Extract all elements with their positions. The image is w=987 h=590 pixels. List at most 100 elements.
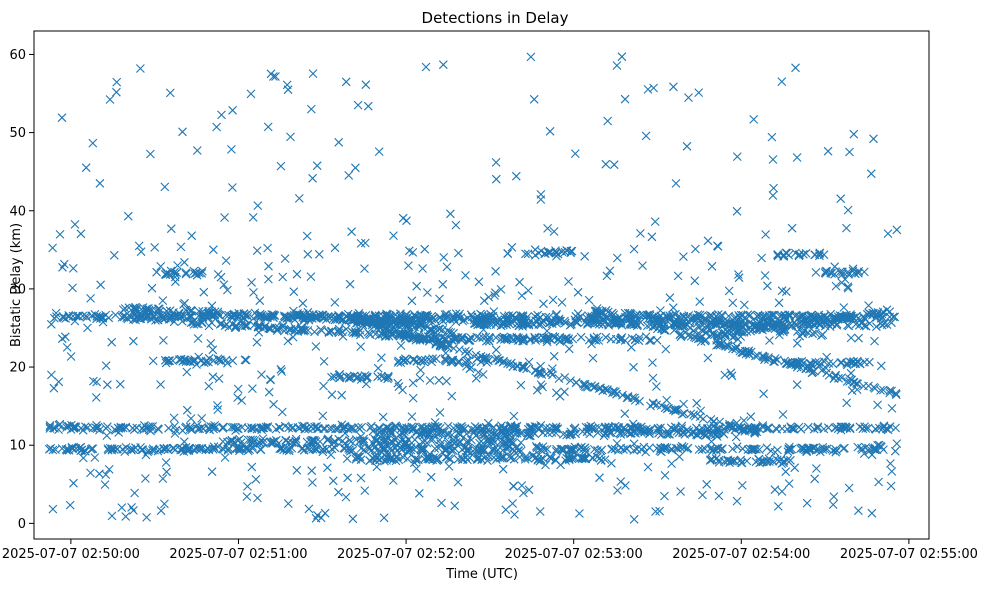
detection-point: [103, 380, 112, 390]
detection-point: [837, 373, 847, 383]
x-tick-label: 2025-07-07 02:50:00: [2, 547, 140, 562]
detection-point: [216, 319, 225, 329]
detection-point: [204, 357, 213, 367]
detection-point: [612, 439, 622, 448]
detection-point: [223, 445, 233, 454]
detection-point: [48, 504, 58, 514]
detection-point: [277, 367, 287, 376]
detection-point: [467, 435, 476, 445]
detection-point: [728, 444, 737, 454]
detection-point: [292, 465, 302, 475]
detection-point: [774, 298, 784, 308]
detection-point: [544, 318, 554, 328]
detection-point: [463, 313, 473, 323]
detection-point: [417, 314, 427, 324]
detection-point: [186, 414, 196, 423]
detection-point: [393, 378, 403, 388]
detection-point: [660, 444, 669, 453]
detection-point: [197, 423, 207, 432]
detection-point: [794, 422, 804, 432]
detection-point: [516, 380, 526, 390]
detection-point: [660, 471, 670, 480]
detection-point: [389, 231, 398, 240]
detection-point: [463, 436, 473, 445]
detection-point: [375, 455, 385, 465]
detection-point: [718, 331, 727, 341]
detection-point: [361, 80, 371, 90]
detection-point: [88, 138, 98, 148]
detection-point: [731, 344, 741, 354]
detection-point: [178, 127, 187, 137]
detection-point: [249, 423, 259, 433]
detection-point: [288, 332, 298, 342]
detection-point: [350, 327, 360, 336]
detection-point: [327, 312, 336, 322]
detection-point: [645, 336, 654, 345]
detection-point: [412, 426, 422, 436]
detection-point: [266, 324, 276, 334]
detection-point: [242, 321, 252, 331]
detection-point: [367, 320, 377, 330]
detection-point: [629, 244, 639, 254]
detection-point: [859, 321, 869, 330]
detection-point: [426, 435, 435, 444]
detection-point: [785, 445, 795, 455]
detection-point: [194, 352, 204, 362]
detection-point: [867, 310, 877, 320]
detection-point: [739, 327, 749, 337]
detection-point: [448, 355, 458, 365]
detection-point: [158, 474, 168, 483]
detection-point: [552, 444, 561, 454]
detection-point: [831, 447, 841, 457]
detection-point: [811, 328, 820, 338]
detection-point: [696, 337, 706, 346]
chart-title: Detections in Delay: [422, 9, 569, 27]
detection-point: [92, 377, 102, 387]
detection-point: [509, 446, 519, 456]
detection-point: [549, 351, 559, 361]
detection-point: [702, 479, 712, 489]
detection-point: [438, 279, 448, 289]
detection-point: [852, 312, 861, 321]
detection-point: [286, 132, 295, 142]
detection-point: [526, 52, 536, 62]
detection-point: [121, 443, 131, 452]
detection-point: [416, 365, 425, 375]
detection-point: [565, 430, 575, 440]
detection-point: [80, 446, 90, 455]
detection-point: [643, 85, 653, 94]
detection-point: [739, 416, 749, 425]
detection-point: [641, 131, 651, 141]
detection-point: [400, 334, 410, 343]
detection-point: [207, 467, 217, 477]
detection-point: [566, 427, 576, 437]
detection-point: [282, 80, 292, 90]
detection-point: [302, 231, 312, 241]
detection-point: [316, 325, 326, 334]
detection-point: [526, 335, 536, 344]
detection-point: [334, 324, 344, 334]
detection-point: [438, 428, 448, 438]
detection-point: [792, 153, 802, 162]
detection-point: [228, 356, 238, 366]
detection-point: [360, 264, 369, 273]
detection-point: [667, 459, 676, 468]
detection-point: [684, 93, 693, 102]
detection-point: [311, 342, 321, 351]
detection-point: [437, 341, 447, 351]
detection-point: [654, 428, 663, 438]
detection-point: [344, 373, 354, 383]
detection-point: [98, 317, 108, 327]
detection-point: [660, 442, 670, 452]
detection-point: [320, 424, 330, 433]
detection-point: [240, 321, 250, 331]
detection-point: [424, 452, 433, 462]
detection-point: [634, 336, 644, 346]
detection-point: [150, 243, 160, 252]
detection-point: [545, 452, 555, 462]
detection-point: [363, 101, 373, 111]
detection-point: [565, 320, 575, 330]
detection-point: [675, 452, 684, 462]
detection-point: [95, 425, 104, 435]
detection-point: [221, 256, 231, 265]
